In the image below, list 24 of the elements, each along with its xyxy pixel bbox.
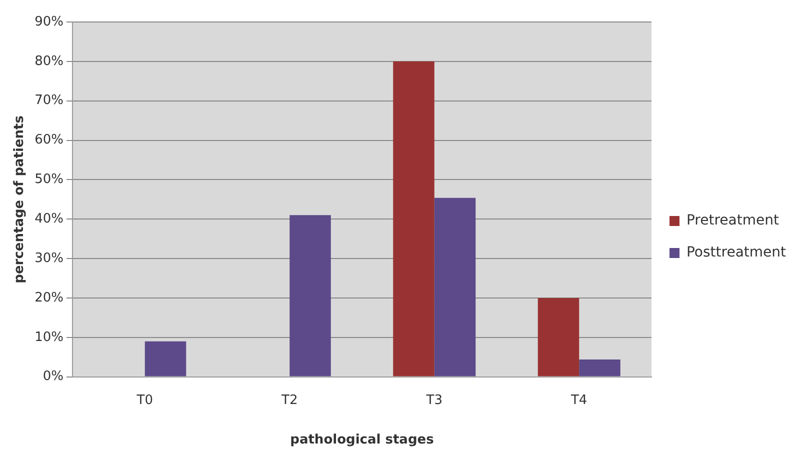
bar — [434, 198, 476, 376]
y-tick-label: 30% — [34, 250, 64, 266]
bar — [579, 359, 620, 376]
y-tick-label: 0% — [42, 369, 64, 384]
y-axis-title: percentage of patients — [12, 115, 28, 284]
x-axis-title: pathological stages — [290, 432, 434, 448]
y-tick-label: 50% — [34, 172, 64, 188]
y-tick-label: 40% — [34, 211, 64, 226]
x-tick-label: T2 — [280, 392, 298, 408]
y-tick-label: 80% — [34, 54, 64, 69]
y-tick-label: 60% — [34, 132, 64, 148]
y-tick-label: 20% — [34, 290, 64, 306]
bar — [290, 215, 331, 376]
y-tick-label: 90% — [34, 14, 64, 30]
x-tick-label: T4 — [570, 392, 588, 408]
bar — [144, 341, 186, 376]
x-tick-label: T0 — [136, 392, 153, 408]
x-tick-label: T3 — [425, 392, 442, 408]
y-tick-label: 70% — [34, 93, 64, 108]
legend-label: Pretreatment — [686, 212, 780, 229]
bar — [393, 61, 434, 376]
bar — [538, 298, 580, 376]
legend-label: Posttreatment — [686, 244, 787, 261]
y-tick-label: 10% — [34, 330, 64, 345]
